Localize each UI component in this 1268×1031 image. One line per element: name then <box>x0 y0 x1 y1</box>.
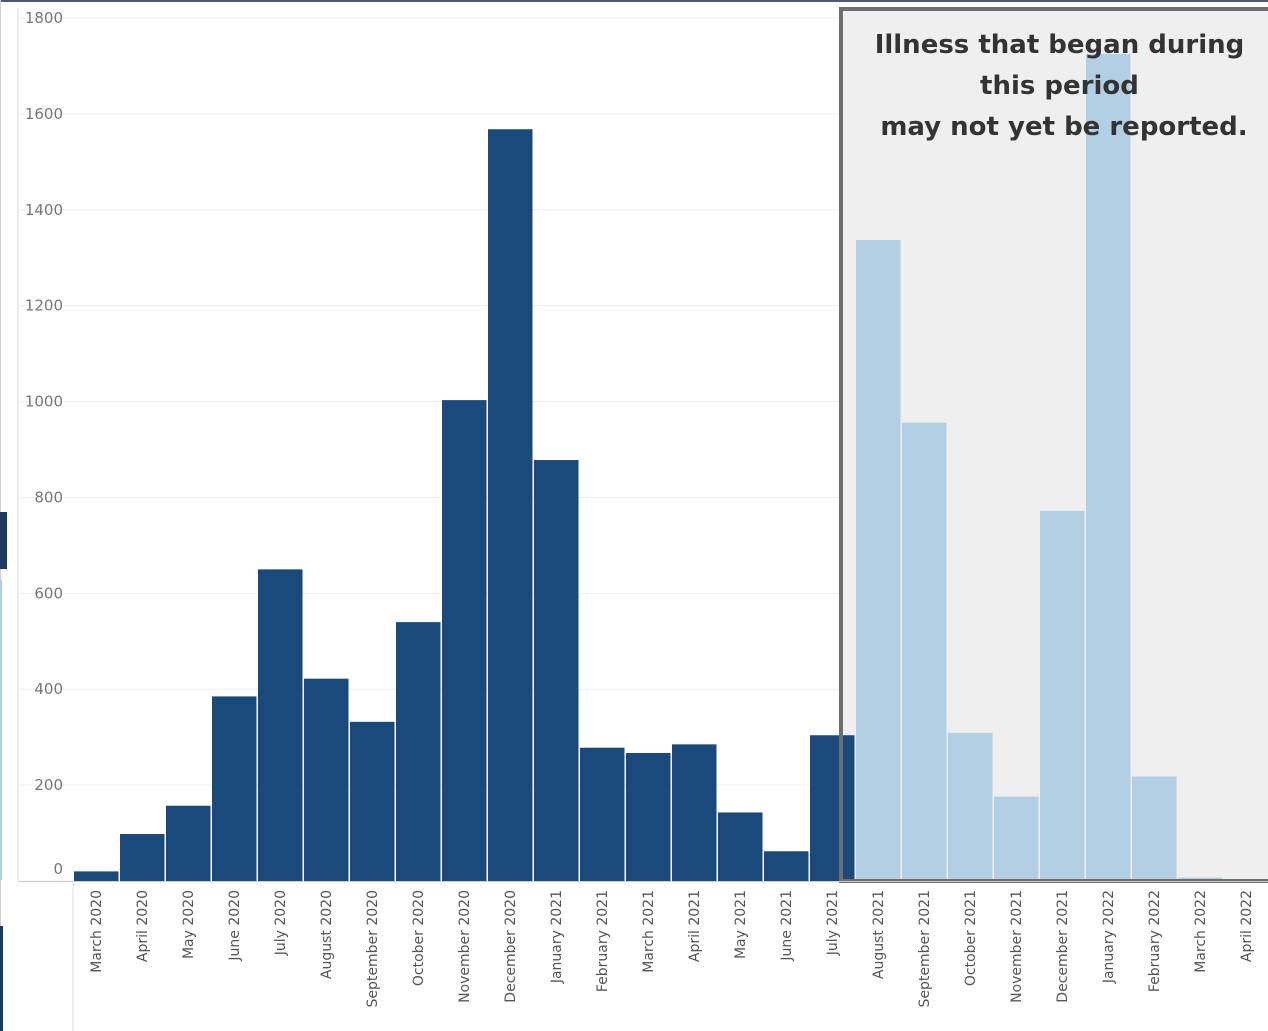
y-tick-label: 400 <box>34 680 63 698</box>
bar-july-2021[interactable] <box>810 735 855 881</box>
top-border <box>0 0 1268 2</box>
x-tick-label: June 2020 <box>227 890 243 962</box>
x-tick-label: April 2022 <box>1239 890 1255 962</box>
x-tick-label: May 2021 <box>733 890 749 959</box>
bar-april-2021[interactable] <box>672 744 717 881</box>
y-tick-label: 1400 <box>25 201 63 219</box>
x-tick-label: June 2021 <box>779 890 795 962</box>
bar-august-2021[interactable] <box>856 239 901 881</box>
left-panel-marker <box>0 512 7 569</box>
bar-december-2020[interactable] <box>488 129 533 882</box>
left-panel-marker-bottom <box>0 926 3 1031</box>
y-tick-label: 200 <box>34 776 63 794</box>
x-tick-label: February 2021 <box>595 890 611 992</box>
annotation-text: Illness that began during this period ma… <box>875 30 1254 142</box>
bar-february-2021[interactable] <box>580 747 625 881</box>
bar-september-2020[interactable] <box>350 721 395 881</box>
y-tick-label: 800 <box>34 488 63 506</box>
annotation-line-1: Illness that began during <box>875 30 1245 60</box>
x-tick-label: April 2021 <box>687 890 703 962</box>
x-tick-label: October 2020 <box>411 890 427 986</box>
x-tick-label: September 2021 <box>917 890 933 1007</box>
y-tick-label: 1000 <box>25 393 63 411</box>
x-tick-label: December 2021 <box>1055 890 1071 1003</box>
x-tick-label: September 2020 <box>365 890 381 1007</box>
x-tick-label: May 2020 <box>181 890 197 959</box>
bar-march-2021[interactable] <box>626 752 671 881</box>
annotation-line-3: may not yet be reported. <box>880 112 1247 142</box>
bar-july-2020[interactable] <box>258 569 303 881</box>
y-tick-label: 600 <box>34 584 63 602</box>
x-tick-label: January 2021 <box>549 890 565 984</box>
bar-june-2020[interactable] <box>212 696 257 881</box>
bar-february-2022[interactable] <box>1132 776 1177 881</box>
y-tick-label: 1200 <box>25 297 63 315</box>
bar-may-2020[interactable] <box>166 805 211 881</box>
y-tick-label: 0 <box>53 860 63 878</box>
bar-january-2021[interactable] <box>534 460 579 881</box>
bar-january-2022[interactable] <box>1086 53 1131 882</box>
y-tick-label: 1800 <box>25 9 63 27</box>
bar-august-2020[interactable] <box>304 678 349 881</box>
x-axis-tick-labels: March 2020 April 2020 May 2020 June 2020 Jul… <box>89 890 1255 1007</box>
bar-november-2020[interactable] <box>442 400 487 881</box>
x-tick-label: March 2021 <box>641 890 657 973</box>
bar-june-2021[interactable] <box>764 851 809 881</box>
x-tick-label: August 2021 <box>871 890 887 979</box>
x-tick-label: November 2020 <box>457 890 473 1003</box>
x-tick-label: April 2020 <box>135 890 151 962</box>
y-tick-label: 1600 <box>25 105 63 123</box>
bar-october-2021[interactable] <box>948 732 993 881</box>
x-tick-label: March 2020 <box>89 890 105 973</box>
bar-september-2021[interactable] <box>902 422 947 881</box>
x-tick-label: July 2020 <box>273 890 289 956</box>
bar-may-2021[interactable] <box>718 812 763 881</box>
x-tick-label: March 2022 <box>1193 890 1209 973</box>
bars <box>72 53 1223 1031</box>
x-tick-label: November 2021 <box>1009 890 1025 1003</box>
x-tick-label: October 2021 <box>963 890 979 986</box>
bar-april-2020[interactable] <box>120 834 165 881</box>
x-tick-label: December 2020 <box>503 890 519 1003</box>
x-tick-label: July 2021 <box>825 890 841 956</box>
bar-november-2021[interactable] <box>994 796 1039 881</box>
x-tick-label: February 2022 <box>1147 890 1163 992</box>
left-panel-legend-strip <box>0 580 2 880</box>
bar-march-2020[interactable] <box>74 871 119 881</box>
annotation-line-2: this period <box>980 71 1139 101</box>
bar-october-2020[interactable] <box>396 622 441 881</box>
y-axis-tick-labels: 0 200 400 600 800 1000 1200 1400 1600 1800 <box>25 9 63 878</box>
x-tick-label: August 2020 <box>319 890 335 979</box>
x-tick-label: January 2022 <box>1101 890 1117 984</box>
bar-december-2021[interactable] <box>1040 510 1085 881</box>
